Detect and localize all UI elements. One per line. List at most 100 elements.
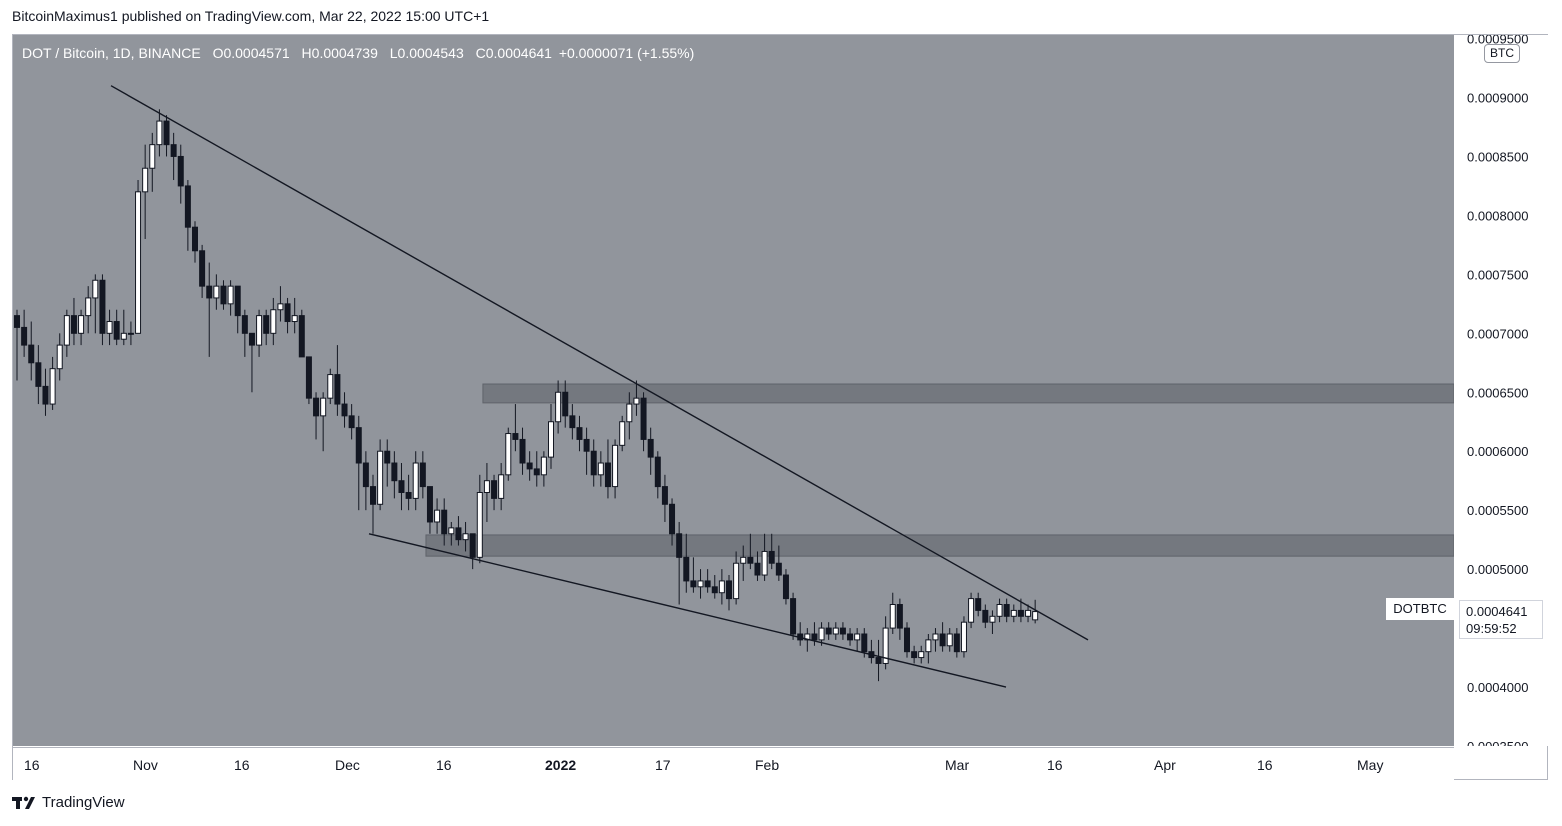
candle-body: [227, 285, 234, 305]
legend-low-label: L: [389, 45, 398, 61]
candle: [120, 309, 127, 346]
candle-body: [313, 397, 320, 417]
candle-body: [861, 633, 868, 653]
candle: [519, 427, 526, 475]
candle: [483, 463, 490, 522]
candle-body: [548, 421, 554, 458]
candle-body: [832, 627, 839, 635]
candle-body: [192, 226, 198, 252]
candle: [868, 639, 875, 664]
candle-body: [747, 556, 754, 564]
candle-body: [476, 491, 483, 558]
candle: [441, 498, 448, 546]
candle-body: [576, 427, 583, 440]
candle: [733, 551, 740, 605]
candle-body: [982, 609, 989, 623]
plot-area[interactable]: [13, 35, 1454, 746]
time-axis[interactable]: 16 Nov 16 Dec 16 2022 17 Feb Mar 16 Apr 16 May: [13, 747, 1454, 780]
candle: [946, 628, 953, 652]
price-tick-label: 0.0007500: [1467, 267, 1528, 282]
candle: [711, 575, 718, 599]
candle-body: [697, 580, 704, 588]
candle-body: [277, 303, 284, 311]
time-tick-label: Dec: [335, 757, 360, 773]
candle-body: [1025, 609, 1032, 617]
candle-body: [512, 433, 519, 440]
candle: [284, 297, 291, 334]
candle-body: [263, 315, 270, 334]
candle-body: [56, 344, 63, 370]
candle: [633, 380, 640, 416]
candle-body: [932, 633, 939, 641]
candle-body: [654, 456, 661, 488]
candle-body: [896, 604, 903, 629]
price-tick-label: 0.0008000: [1467, 208, 1528, 223]
candle: [683, 533, 690, 593]
candle-body: [505, 433, 512, 476]
candle: [35, 345, 42, 405]
candle: [412, 451, 419, 511]
candle: [790, 592, 797, 640]
candle-body: [270, 309, 277, 334]
legend-close: 0.0004641: [485, 45, 552, 61]
candle: [811, 622, 818, 646]
candle: [305, 356, 312, 405]
candle-body: [370, 486, 376, 505]
candle: [455, 516, 462, 546]
price-axis[interactable]: 0.0009500 0.0009000 0.0008500 0.0008000 0.00…: [1455, 32, 1548, 754]
price-unit-badge[interactable]: BTC: [1484, 44, 1520, 63]
candle: [562, 380, 569, 428]
candle-body: [825, 627, 832, 635]
candle-body: [206, 285, 213, 299]
candle-body: [740, 556, 747, 564]
candle-body: [775, 562, 782, 576]
legend-open: 0.0004571: [223, 45, 290, 61]
candle-body: [163, 120, 170, 146]
candle-body: [540, 456, 547, 476]
candle-body: [320, 397, 327, 417]
candle: [918, 645, 925, 664]
bar-countdown: 09:59:52: [1466, 621, 1517, 636]
candle-body: [398, 480, 405, 493]
footer-brand[interactable]: TradingView: [12, 794, 125, 811]
candle-body: [156, 120, 163, 146]
price-tick-label: 0.0008500: [1467, 149, 1528, 164]
price-tick-label: 0.0009000: [1467, 90, 1528, 105]
candle-body: [647, 438, 654, 458]
candle: [911, 645, 918, 664]
candle-body: [483, 480, 490, 493]
time-tick-label: 16: [234, 757, 250, 773]
candle-body: [362, 462, 369, 488]
time-tick-label: 16: [436, 757, 452, 773]
candle-body: [1017, 609, 1024, 617]
candle: [220, 280, 227, 310]
candle-body: [882, 627, 889, 664]
resistance-zone-lower: [425, 534, 1454, 557]
candle: [875, 639, 882, 682]
price-tick-label: 0.0003500: [1467, 739, 1528, 746]
candle: [370, 474, 376, 534]
candle-body: [847, 633, 854, 641]
candle: [889, 592, 896, 634]
candle-body: [583, 438, 590, 452]
candle: [832, 622, 839, 640]
candle: [256, 309, 263, 357]
candle: [818, 622, 825, 646]
time-tick-label: 16: [1047, 757, 1063, 773]
price-chart[interactable]: [13, 35, 1454, 746]
candle: [925, 633, 932, 664]
candle: [234, 285, 241, 334]
candle: [526, 451, 533, 481]
candle: [669, 498, 676, 546]
candle-body: [412, 462, 419, 499]
candle: [241, 309, 248, 357]
candle: [896, 598, 903, 640]
candle-body: [78, 315, 85, 334]
candle: [92, 274, 99, 334]
candle: [505, 427, 512, 481]
candle-body: [135, 191, 142, 334]
candle: [135, 180, 142, 334]
candle: [434, 498, 441, 534]
price-tick-label: 0.0005000: [1467, 562, 1528, 577]
candle-body: [790, 598, 797, 635]
